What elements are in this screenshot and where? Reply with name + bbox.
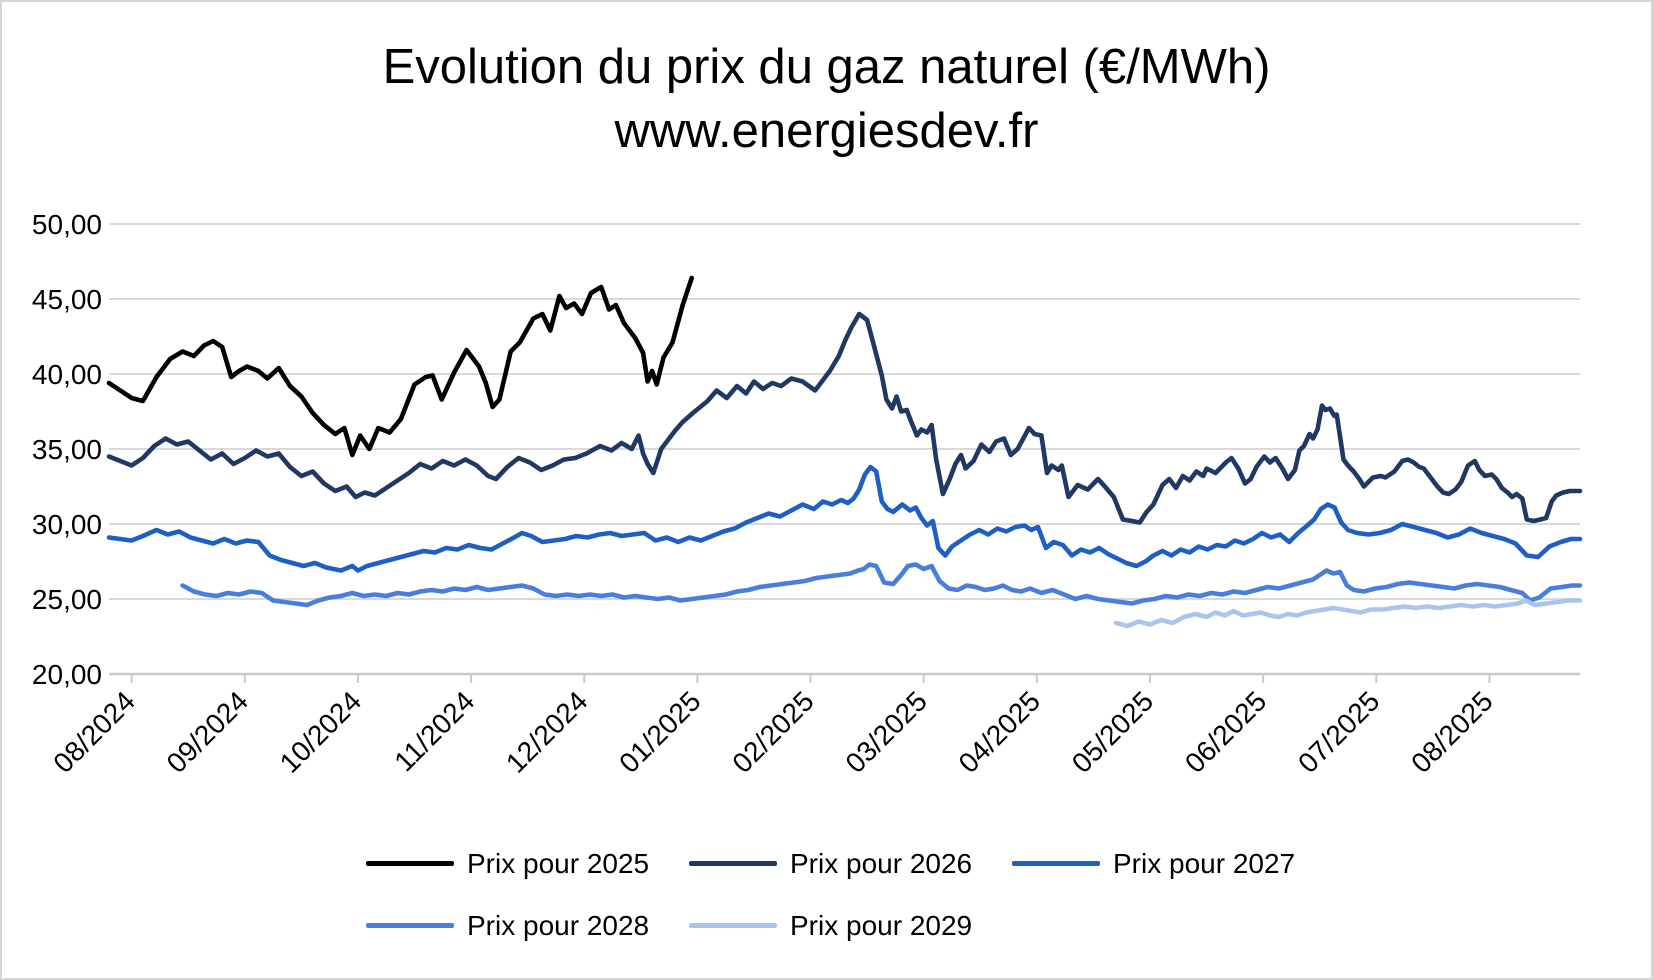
x-tick-label-06/2025: 06/2025 — [1179, 685, 1272, 778]
legend-item-prix-2026[interactable]: Prix pour 2026 — [689, 846, 1012, 881]
series-line-prix-pour-2028 — [180, 562, 1583, 608]
y-tick-label-50,00: 50,00 — [32, 209, 102, 240]
chart-title: Evolution du prix du gaz naturel (€/MWh) — [382, 40, 1271, 94]
x-tick-label-02/2025: 02/2025 — [726, 685, 819, 778]
x-tick-label-11/2024: 11/2024 — [388, 685, 480, 777]
legend-row-2: Prix pour 2028 Prix pour 2029 — [366, 908, 1335, 943]
legend-swatch-prix-2029-icon — [689, 923, 777, 928]
y-tick-label-40,00: 40,00 — [32, 359, 102, 390]
chart-legend: Prix pour 2025 Prix pour 2026 Prix pour … — [366, 846, 1335, 943]
y-tick-label-35,00: 35,00 — [32, 434, 102, 465]
x-tick-label-01/2025: 01/2025 — [613, 685, 706, 778]
legend-row-1: Prix pour 2025 Prix pour 2026 Prix pour … — [366, 846, 1335, 881]
legend-label-prix-2029: Prix pour 2029 — [790, 909, 973, 941]
legend-swatch-prix-2025-icon — [366, 861, 454, 866]
legend-label-prix-2026: Prix pour 2026 — [790, 847, 973, 879]
x-tick-label-09/2024: 09/2024 — [161, 685, 254, 778]
x-tick-label-04/2025: 04/2025 — [953, 685, 1046, 778]
legend-label-prix-2028: Prix pour 2028 — [467, 909, 650, 941]
y-tick-label-30,00: 30,00 — [32, 509, 102, 540]
series-line-prix-pour-2025 — [106, 275, 695, 458]
legend-label-prix-2027: Prix pour 2027 — [1113, 847, 1296, 879]
x-tick-label-07/2025: 07/2025 — [1292, 685, 1385, 778]
legend-swatch-prix-2028-icon — [366, 923, 454, 928]
legend-item-prix-2027[interactable]: Prix pour 2027 — [1012, 846, 1335, 881]
legend-item-prix-2029[interactable]: Prix pour 2029 — [689, 908, 1012, 943]
y-tick-label-25,00: 25,00 — [32, 584, 102, 615]
chart-subtitle: www.energiesdev.fr — [614, 103, 1039, 158]
legend-swatch-prix-2027-icon — [1012, 861, 1100, 866]
x-tick-label-08/2025: 08/2025 — [1405, 685, 1498, 778]
series-line-prix-pour-2026 — [106, 311, 1583, 525]
legend-label-prix-2025: Prix pour 2025 — [467, 847, 650, 879]
legend-swatch-prix-2026-icon — [689, 861, 777, 866]
y-tick-label-45,00: 45,00 — [32, 284, 102, 315]
x-tick-label-05/2025: 05/2025 — [1066, 685, 1159, 778]
x-tick-label-12/2024: 12/2024 — [500, 685, 593, 778]
legend-item-prix-2025[interactable]: Prix pour 2025 — [366, 846, 689, 881]
chart-title-block: Evolution du prix du gaz naturel (€/MWh)… — [2, 36, 1651, 163]
x-tick-label-03/2025: 03/2025 — [839, 685, 932, 778]
y-tick-label-20,00: 20,00 — [32, 659, 102, 690]
series-line-prix-pour-2029 — [1113, 598, 1583, 629]
series-line-prix-pour-2027 — [106, 464, 1583, 573]
x-tick-label-08/2024: 08/2024 — [47, 685, 140, 778]
legend-item-prix-2028[interactable]: Prix pour 2028 — [366, 908, 689, 943]
x-tick-label-10/2024: 10/2024 — [274, 685, 367, 778]
